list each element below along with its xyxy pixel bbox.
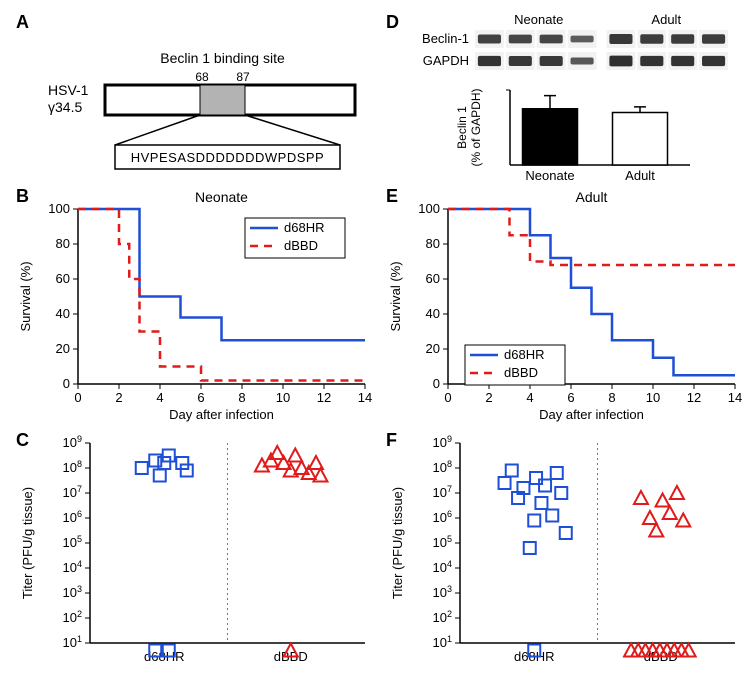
svg-text:103: 103 <box>63 584 82 600</box>
svg-text:108: 108 <box>433 459 452 475</box>
svg-text:d68HR: d68HR <box>284 220 324 235</box>
svg-text:60: 60 <box>56 271 70 286</box>
svg-text:68: 68 <box>195 70 209 84</box>
svg-text:Beclin 1 binding site: Beclin 1 binding site <box>160 50 285 66</box>
svg-text:Titer (PFU/g tissue): Titer (PFU/g tissue) <box>20 487 35 599</box>
svg-text:6: 6 <box>567 390 574 405</box>
svg-text:2: 2 <box>115 390 122 405</box>
svg-text:dBBD: dBBD <box>504 365 538 380</box>
svg-text:87: 87 <box>236 70 250 84</box>
svg-text:103: 103 <box>433 584 452 600</box>
panel-a: A HSV-1γ34.5 68 87 Beclin 1 binding site HVP… <box>10 10 380 180</box>
panel-label-f: F <box>386 430 397 451</box>
svg-text:106: 106 <box>433 509 452 525</box>
panel-e: E 0 20 40 60 80 100 0 2 4 6 8 10 12 14 Day after infec… <box>380 184 750 424</box>
svg-text:Neonate: Neonate <box>195 189 248 205</box>
svg-text:Neonate: Neonate <box>514 12 563 27</box>
svg-text:Beclin 1: Beclin 1 <box>455 106 469 149</box>
panel-label-e: E <box>386 186 398 207</box>
svg-text:102: 102 <box>433 609 452 625</box>
svg-text:8: 8 <box>238 390 245 405</box>
svg-text:107: 107 <box>433 484 452 500</box>
svg-text:Titer (PFU/g tissue): Titer (PFU/g tissue) <box>390 487 405 599</box>
panel-f: F 101 102 103 104 105 106 107 108 109 Titer (PFU/… <box>380 428 750 678</box>
svg-text:Adult: Adult <box>576 189 608 205</box>
svg-text:100: 100 <box>418 201 440 216</box>
svg-text:20: 20 <box>56 341 70 356</box>
svg-text:Adult: Adult <box>625 168 655 180</box>
svg-text:20: 20 <box>426 341 440 356</box>
svg-text:80: 80 <box>426 236 440 251</box>
svg-text:10: 10 <box>276 390 290 405</box>
svg-text:14: 14 <box>358 390 372 405</box>
svg-text:GAPDH: GAPDH <box>423 53 469 68</box>
panel-b: B 0 20 40 60 80 100 0 2 4 6 8 10 12 14 Day after infec… <box>10 184 380 424</box>
svg-text:Adult: Adult <box>651 12 681 27</box>
svg-text:d68HR: d68HR <box>504 347 544 362</box>
svg-text:105: 105 <box>63 534 82 550</box>
svg-text:Beclin-1: Beclin-1 <box>422 31 469 46</box>
svg-text:107: 107 <box>63 484 82 500</box>
svg-text:0: 0 <box>63 376 70 391</box>
svg-text:γ34.5: γ34.5 <box>48 99 82 115</box>
svg-text:106: 106 <box>63 509 82 525</box>
panel-c: C 101 102 103 104 105 106 107 108 109 Titer (PFU/… <box>10 428 380 678</box>
svg-text:Survival (%): Survival (%) <box>18 261 33 331</box>
svg-text:101: 101 <box>433 634 452 650</box>
panel-d: D Neonate Adult Beclin-1 GAPDH Beclin 1(% of… <box>380 10 750 180</box>
svg-text:4: 4 <box>156 390 163 405</box>
figure-grid: A HSV-1γ34.56887Beclin 1 binding siteHVP… <box>10 10 740 678</box>
svg-text:Day after infection: Day after infection <box>539 407 644 422</box>
panel-label-c: C <box>16 430 29 451</box>
panel-label-d: D <box>386 12 399 33</box>
svg-text:12: 12 <box>687 390 701 405</box>
svg-text:0: 0 <box>444 390 451 405</box>
svg-text:109: 109 <box>63 434 82 450</box>
svg-text:14: 14 <box>728 390 742 405</box>
svg-text:10: 10 <box>646 390 660 405</box>
svg-text:40: 40 <box>426 306 440 321</box>
svg-text:104: 104 <box>63 559 82 575</box>
svg-text:0: 0 <box>433 376 440 391</box>
svg-text:4: 4 <box>526 390 533 405</box>
svg-text:dBBD: dBBD <box>284 238 318 253</box>
svg-text:HSV-1: HSV-1 <box>48 82 89 98</box>
svg-text:Day after infection: Day after infection <box>169 407 274 422</box>
svg-text:6: 6 <box>197 390 204 405</box>
svg-text:102: 102 <box>63 609 82 625</box>
svg-text:40: 40 <box>56 306 70 321</box>
svg-text:101: 101 <box>63 634 82 650</box>
svg-text:12: 12 <box>317 390 331 405</box>
svg-text:(% of GAPDH): (% of GAPDH) <box>469 88 483 166</box>
svg-text:80: 80 <box>56 236 70 251</box>
svg-text:109: 109 <box>433 434 452 450</box>
svg-text:100: 100 <box>48 201 70 216</box>
svg-text:HVPESASDDDDDDDWPDSPP: HVPESASDDDDDDDWPDSPP <box>131 150 324 165</box>
panel-label-b: B <box>16 186 29 207</box>
svg-text:104: 104 <box>433 559 452 575</box>
svg-text:0: 0 <box>74 390 81 405</box>
svg-text:8: 8 <box>608 390 615 405</box>
svg-text:108: 108 <box>63 459 82 475</box>
svg-text:105: 105 <box>433 534 452 550</box>
svg-text:Survival (%): Survival (%) <box>388 261 403 331</box>
svg-text:2: 2 <box>485 390 492 405</box>
svg-text:60: 60 <box>426 271 440 286</box>
svg-text:Neonate: Neonate <box>525 168 574 180</box>
panel-label-a: A <box>16 12 29 33</box>
